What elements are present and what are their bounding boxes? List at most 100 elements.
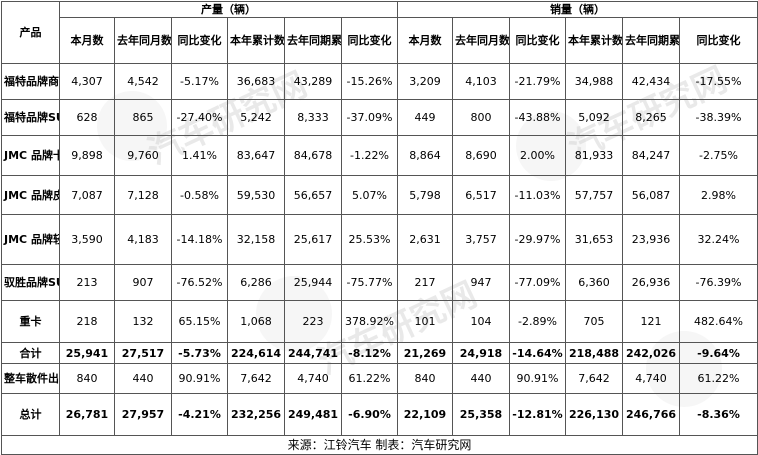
table-cell: 42,434 (622, 63, 680, 100)
table-cell: 8,333 (284, 99, 342, 136)
table-cell: 907 (114, 264, 172, 301)
table-cell: 7,642 (227, 363, 285, 394)
column-header: 去年同期累计数 (622, 17, 680, 64)
column-header: 本年累计数 (227, 17, 285, 64)
table-cell: -11.03% (509, 175, 566, 215)
table-cell: 8,864 (397, 135, 453, 176)
column-header: 同比变化 (679, 17, 758, 64)
table-cell: 226,130 (565, 393, 623, 436)
table-cell: -43.88% (509, 99, 566, 136)
table-cell: -1.22% (341, 135, 398, 176)
table-cell: 213 (59, 264, 115, 301)
table-cell: 132 (114, 300, 172, 343)
table-cell: 4,183 (114, 214, 172, 265)
row-label: 重卡 (1, 300, 60, 343)
column-header: 本年累计数 (565, 17, 623, 64)
row-label: 总计 (1, 393, 60, 436)
table-cell: 81,933 (565, 135, 623, 176)
table-cell: -29.97% (509, 214, 566, 265)
table-cell: 6,286 (227, 264, 285, 301)
table-cell: 83,647 (227, 135, 285, 176)
column-header: 去年同月数 (452, 17, 510, 64)
table-cell: 57,757 (565, 175, 623, 215)
table-cell: 121 (622, 300, 680, 343)
table-cell: 21,269 (397, 342, 453, 364)
row-label: 福特品牌商用车 (1, 63, 60, 100)
column-header: 同比变化 (341, 17, 398, 64)
table-cell: 32.24% (679, 214, 758, 265)
table-cell: 23,936 (622, 214, 680, 265)
table-cell: 65.15% (171, 300, 228, 343)
header-production-group: 产量（辆） (59, 1, 398, 18)
column-header: 同比变化 (171, 17, 228, 64)
table-cell: -9.64% (679, 342, 758, 364)
table-cell: 232,256 (227, 393, 285, 436)
table-cell: 705 (565, 300, 623, 343)
table-cell: 628 (59, 99, 115, 136)
table-cell: 224,614 (227, 342, 285, 364)
table-cell: 218,488 (565, 342, 623, 364)
table-cell: 840 (397, 363, 453, 394)
table-cell: -8.12% (341, 342, 398, 364)
table-cell: 90.91% (509, 363, 566, 394)
table-cell: 8,265 (622, 99, 680, 136)
table-cell: -27.40% (171, 99, 228, 136)
table-cell: 246,766 (622, 393, 680, 436)
table-cell: 26,781 (59, 393, 115, 436)
header-product: 产品 (1, 1, 60, 64)
table-cell: 5,798 (397, 175, 453, 215)
table-cell: 378.92% (341, 300, 398, 343)
source-note: 来源：江铃汽车 制表：汽车研究网 (1, 435, 758, 455)
table-cell: 25,944 (284, 264, 342, 301)
header-sales-group: 销量（辆） (397, 1, 758, 18)
table-cell: 2,631 (397, 214, 453, 265)
table-cell: 6,360 (565, 264, 623, 301)
table-cell: 84,247 (622, 135, 680, 176)
table-cell: 32,158 (227, 214, 285, 265)
column-header-row: 本月数去年同月数同比变化本年累计数去年同期累计数同比变化本月数去年同月数同比变化… (2, 17, 758, 64)
column-header: 去年同期累计数 (284, 17, 342, 64)
table-cell: 101 (397, 300, 453, 343)
table-row: 驭胜品牌SUV213907-76.52%6,28625,944-75.77%21… (1, 264, 758, 301)
table-cell: 242,026 (622, 342, 680, 364)
table-cell: -5.73% (171, 342, 228, 364)
table-cell: -75.77% (341, 264, 398, 301)
table-row: JMC 品牌卡车9,8989,7601.41%83,64784,678-1.22… (1, 135, 758, 176)
table-cell: 7,128 (114, 175, 172, 215)
table-cell: 104 (452, 300, 510, 343)
table-row: 福特品牌SUV628865-27.40%5,2428,333-37.09%449… (1, 99, 758, 136)
column-header: 本月数 (59, 17, 115, 64)
table-cell: -17.55% (679, 63, 758, 100)
table-cell: 800 (452, 99, 510, 136)
table-cell: 2.98% (679, 175, 758, 215)
table-cell: 9,898 (59, 135, 115, 176)
table-cell: 3,590 (59, 214, 115, 265)
table-cell: 25,941 (59, 342, 115, 364)
table-cell: 7,087 (59, 175, 115, 215)
table-cell: -38.39% (679, 99, 758, 136)
table-cell: 5,092 (565, 99, 623, 136)
table-cell: 840 (59, 363, 115, 394)
table-cell: 7,642 (565, 363, 623, 394)
table-cell: -4.21% (171, 393, 228, 436)
table-cell: 449 (397, 99, 453, 136)
table-cell: -14.64% (509, 342, 566, 364)
table-cell: -77.09% (509, 264, 566, 301)
table-cell: 26,936 (622, 264, 680, 301)
table-cell: 34,988 (565, 63, 623, 100)
table-row: JMC 品牌轻型客车3,5904,183-14.18%32,15825,6172… (1, 214, 758, 265)
table-cell: 43,289 (284, 63, 342, 100)
table-cell: 1,068 (227, 300, 285, 343)
table-cell: 24,918 (452, 342, 510, 364)
table-cell: -12.81% (509, 393, 566, 436)
table-row: 整车散件出口84044090.91%7,6424,74061.22%840440… (1, 363, 758, 394)
row-label: 驭胜品牌SUV (1, 264, 60, 301)
table-cell: -37.09% (341, 99, 398, 136)
table-cell: -21.79% (509, 63, 566, 100)
table-cell: 4,307 (59, 63, 115, 100)
table-cell: 244,741 (284, 342, 342, 364)
table-cell: 8,690 (452, 135, 510, 176)
table-cell: 84,678 (284, 135, 342, 176)
table-cell: 25,617 (284, 214, 342, 265)
